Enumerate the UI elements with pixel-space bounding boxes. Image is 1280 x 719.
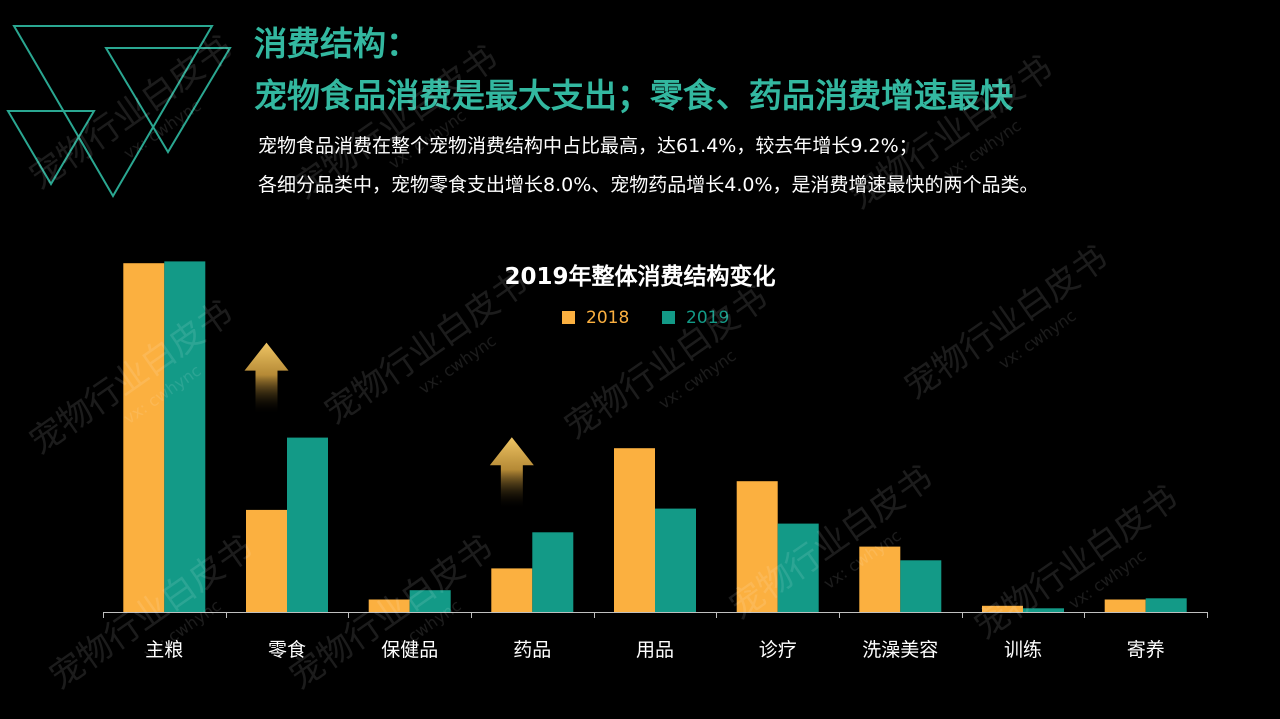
chart-bars (123, 261, 1187, 612)
x-axis-ticks (103, 612, 1208, 618)
x-tick-label: 主粮 (145, 639, 183, 661)
legend-swatch-2019 (662, 311, 675, 324)
x-tick-label: 用品 (636, 639, 674, 661)
bar-2018-保健品 (368, 599, 410, 612)
x-tick-label: 洗澡美容 (862, 639, 938, 661)
chart-legend: 2018 2019 (562, 308, 729, 328)
bar-2019-诊疗 (777, 523, 819, 612)
bar-2019-用品 (655, 508, 696, 612)
page-title-line2: 宠物食品消费是最大支出；零食、药品消费增速最快 (254, 76, 1013, 115)
legend-label-2018: 2018 (586, 308, 629, 328)
bar-2018-寄养 (1104, 599, 1146, 612)
bar-2019-保健品 (409, 590, 451, 612)
bar-2018-洗澡美容 (859, 546, 901, 612)
bar-2018-用品 (614, 448, 655, 612)
x-tick-label: 诊疗 (759, 639, 797, 661)
bar-2019-药品 (532, 532, 574, 612)
bar-2018-零食 (246, 509, 287, 612)
triangle-decoration (6, 25, 232, 198)
growth-arrow-icon (244, 342, 289, 415)
bar-2018-主粮 (123, 263, 165, 612)
description-line2: 各细分品类中，宠物零食支出增长8.0%、宠物药品增长4.0%，是消费增速最快的两… (258, 174, 1039, 196)
legend-label-2019: 2019 (686, 308, 729, 328)
bar-2019-洗澡美容 (900, 560, 942, 612)
bar-2018-训练 (982, 605, 1023, 612)
page-title-line1: 消费结构： (254, 24, 419, 63)
x-axis-labels: 主粮 零食 保健品 药品 用品 诊疗 洗澡美容 训练 寄养 (145, 639, 1164, 661)
triangle-decoration-small (6, 110, 96, 186)
bar-2019-主粮 (164, 261, 206, 612)
legend-swatch-2018 (562, 311, 575, 324)
x-tick-label: 寄养 (1127, 639, 1165, 661)
x-tick-label: 训练 (1004, 639, 1042, 661)
x-tick-label: 保健品 (381, 639, 438, 661)
triangle-decoration-right (104, 47, 232, 154)
bar-2018-诊疗 (736, 481, 778, 612)
bar-2018-药品 (491, 568, 533, 612)
bar-2019-训练 (1023, 608, 1064, 612)
x-tick-label: 药品 (513, 639, 551, 661)
description-line1: 宠物食品消费在整个宠物消费结构中占比最高，达61.4%，较去年增长9.2%； (258, 135, 918, 157)
consumption-bar-chart: 2019年整体消费结构变化 2018 2019 主粮 零食 保健品 药品 用品 诊疗 洗澡美容… (103, 261, 1208, 661)
growth-arrows (244, 342, 534, 510)
bar-2019-零食 (287, 437, 328, 612)
growth-arrow-icon (489, 437, 534, 510)
bar-2019-寄养 (1145, 598, 1187, 612)
chart-title: 2019年整体消费结构变化 (504, 263, 775, 290)
x-tick-label: 零食 (268, 639, 306, 661)
